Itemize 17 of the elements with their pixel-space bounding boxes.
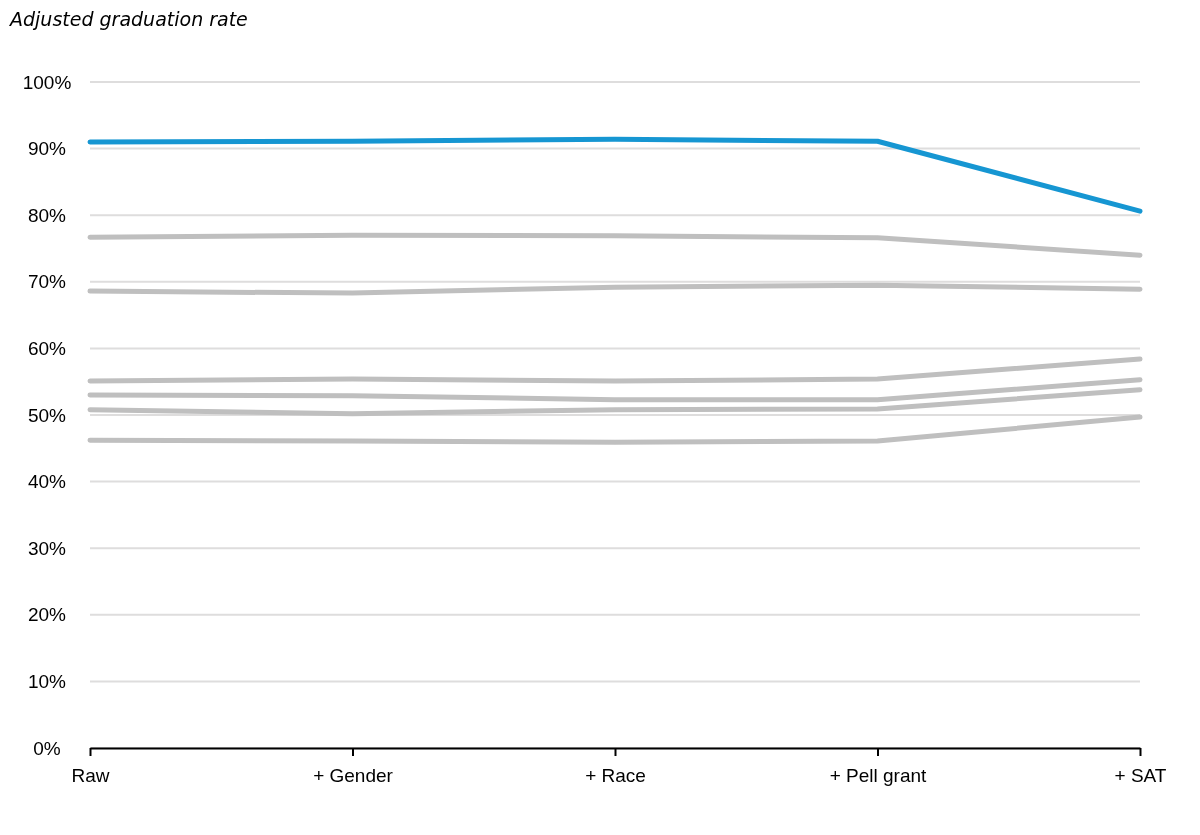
x-tick-label: + Race: [585, 764, 646, 786]
y-tick-label: 90%: [27, 138, 67, 160]
y-tick-label: 60%: [27, 337, 67, 359]
x-tick-label: + Pell grant: [829, 764, 928, 786]
x-tick-label: + SAT: [1114, 764, 1167, 786]
y-tick-label: 80%: [27, 204, 67, 226]
x-tick-label: + Gender: [313, 764, 394, 786]
y-tick-label: 20%: [27, 604, 67, 626]
y-tick-label: 10%: [27, 670, 67, 692]
y-tick-label: 30%: [27, 537, 67, 559]
y-tick-label: 70%: [27, 271, 67, 293]
x-tick-label: Raw: [71, 764, 110, 786]
y-tick-label: 40%: [27, 471, 67, 493]
y-tick-label: 100%: [22, 71, 72, 93]
y-tick-label: 50%: [27, 404, 67, 426]
y-tick-label: 0%: [33, 737, 61, 759]
y-axis-title: Adjusted graduation rate: [8, 8, 248, 30]
